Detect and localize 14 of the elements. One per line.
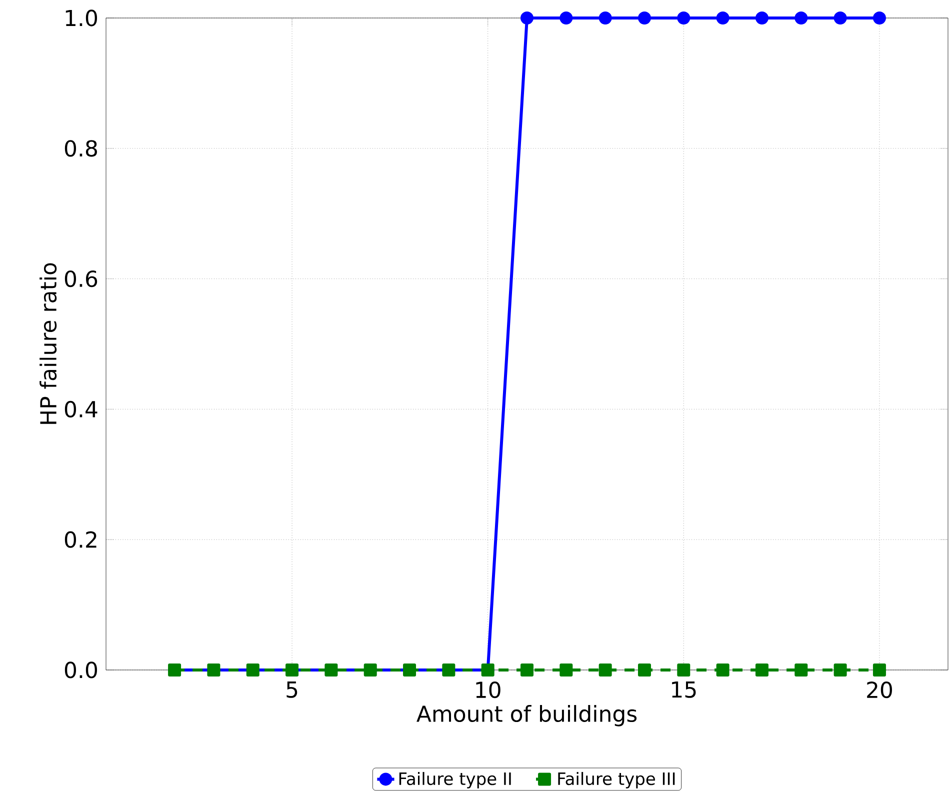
y-tick-label: 0.6 xyxy=(64,270,98,288)
x-tick-label: 10 xyxy=(476,682,500,698)
legend-label: Failure type II xyxy=(399,772,511,788)
y-tick-label: 0.2 xyxy=(64,531,96,548)
x-tick-label: 20 xyxy=(867,682,892,698)
y-tick-label: 0.4 xyxy=(64,400,98,418)
y-tick-label: 0.0 xyxy=(64,662,98,678)
x-axis-title: Amount of buildings xyxy=(416,705,637,726)
y-axis-title: HP failure ratio xyxy=(40,263,57,424)
x-tick-label: 15 xyxy=(672,682,696,698)
x-tick-label: 5 xyxy=(286,682,298,698)
legend-label: Failure type III xyxy=(558,772,675,788)
y-tick-label: 1.0 xyxy=(66,10,98,26)
y-tick-label: 0.8 xyxy=(64,140,97,157)
